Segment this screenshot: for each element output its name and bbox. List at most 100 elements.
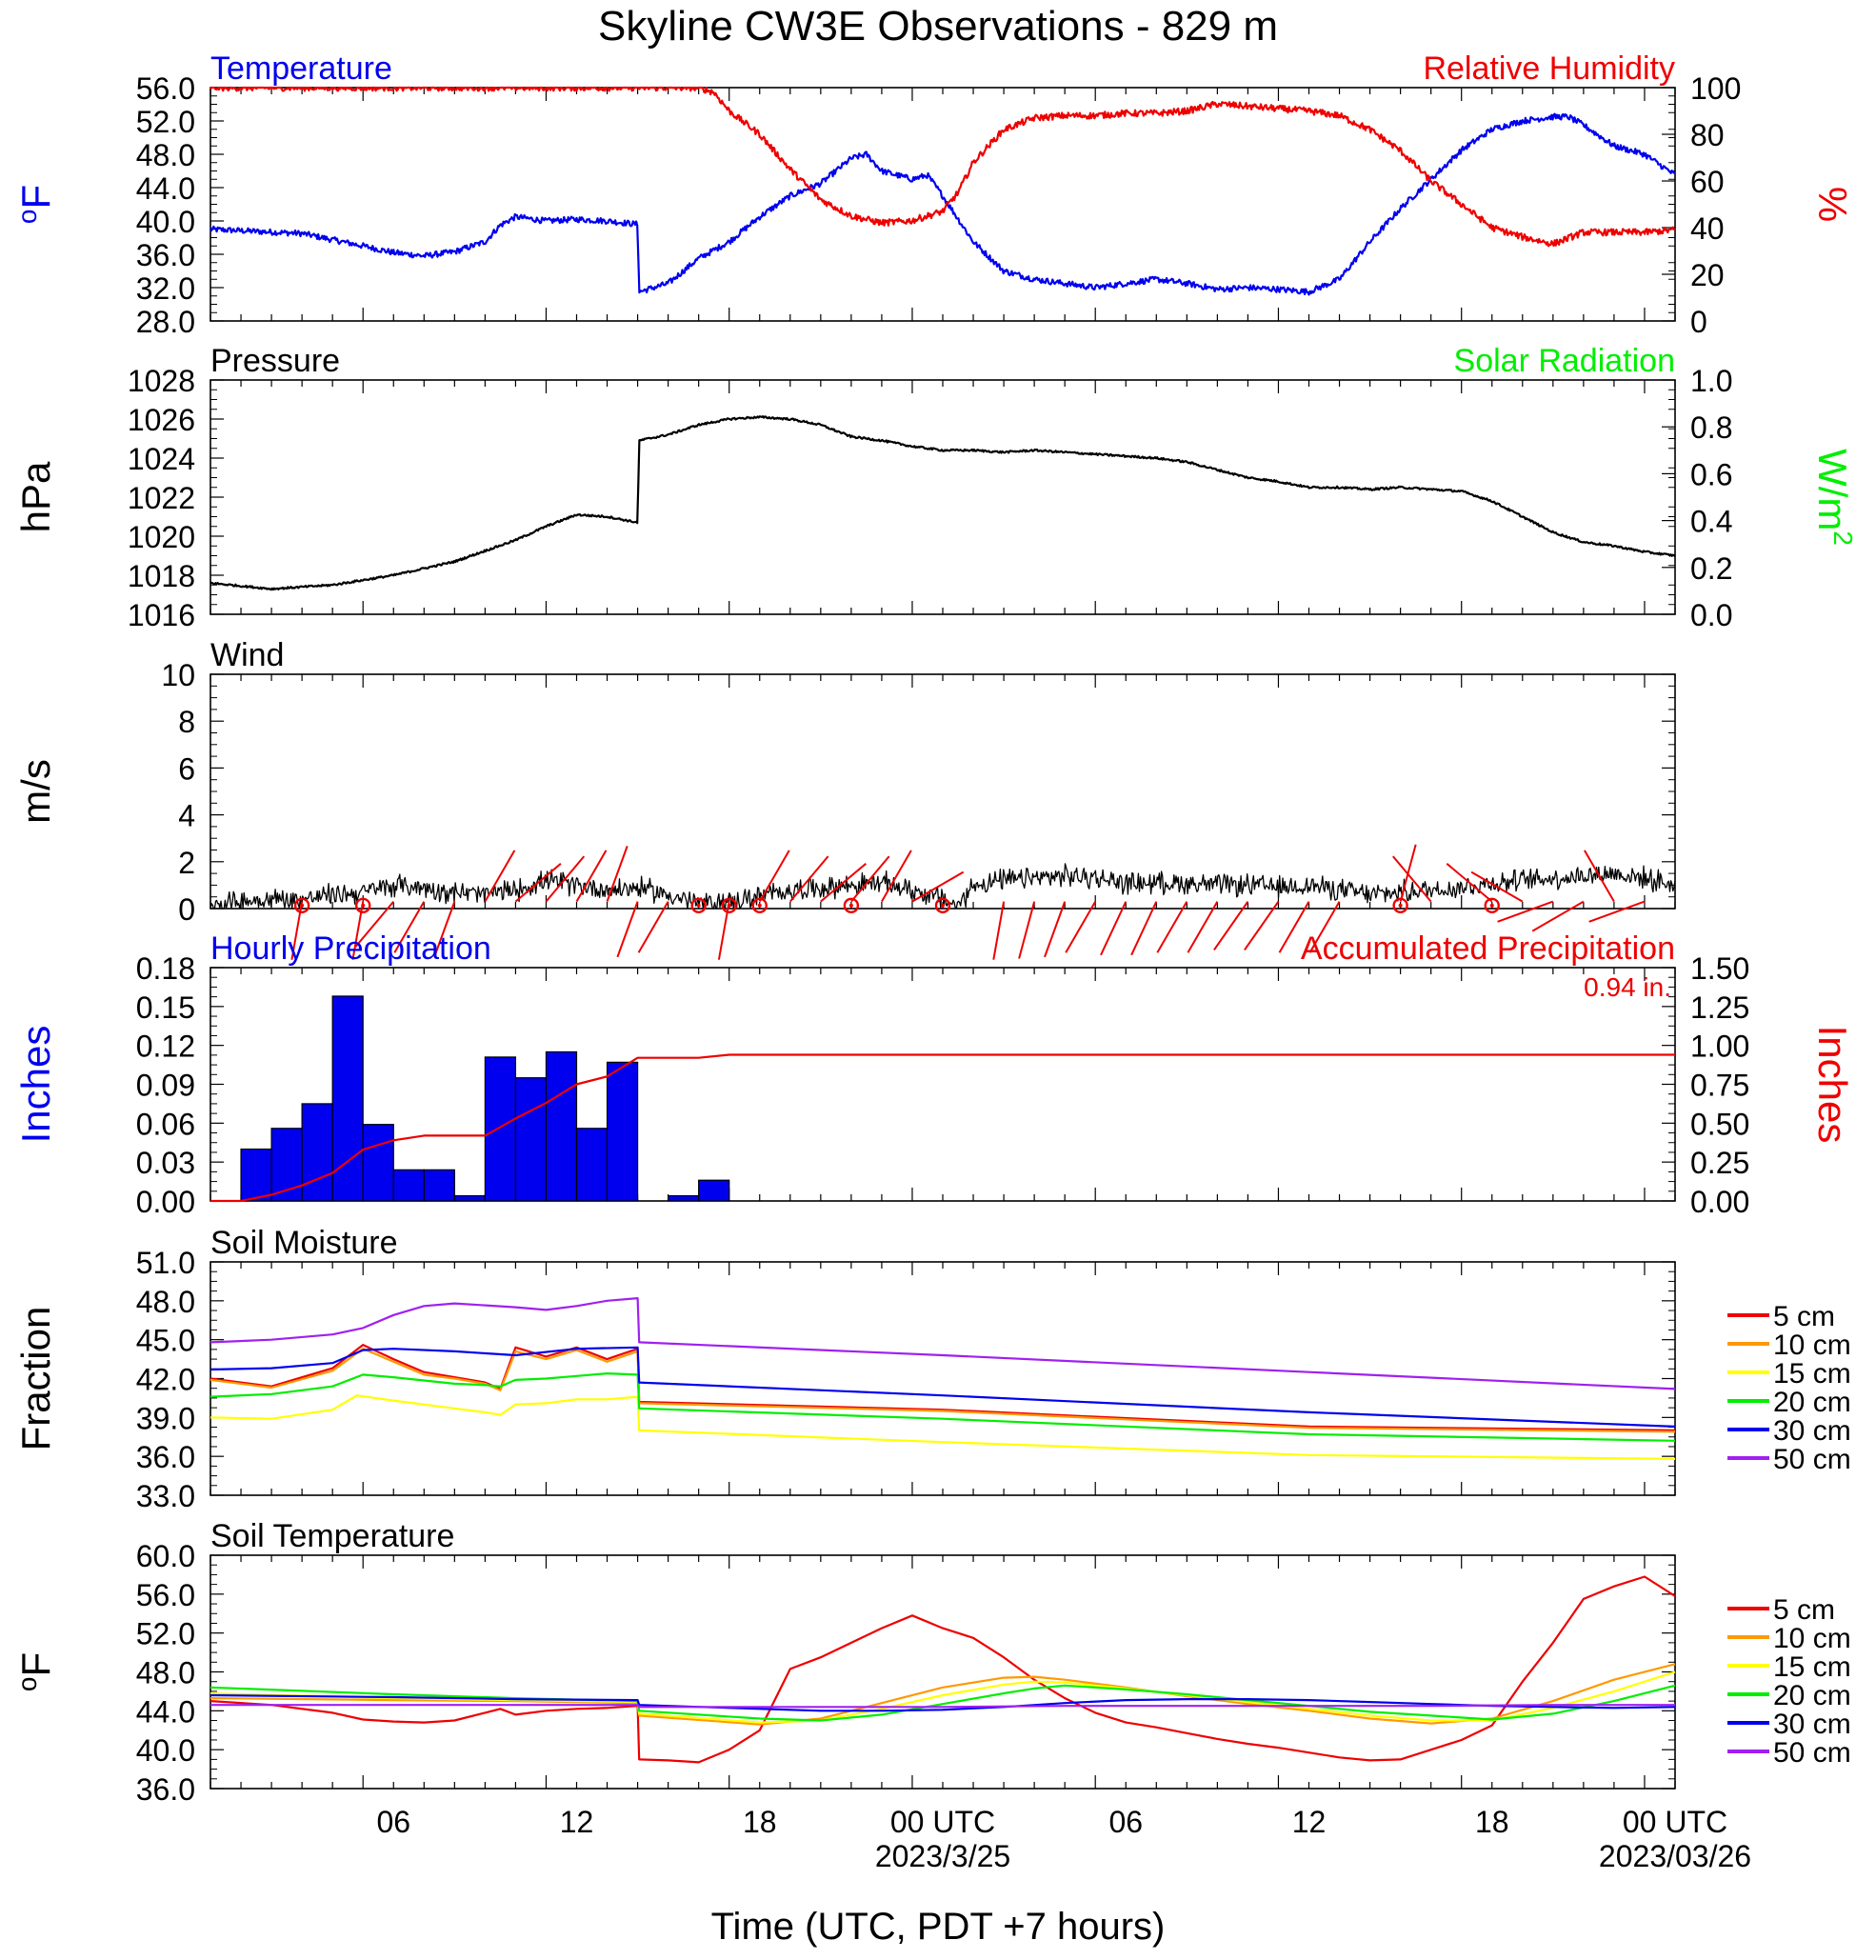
y-axis-title-right: W/m2: [1810, 449, 1858, 546]
panel-frame: [210, 967, 1676, 1202]
legend-label: 5 cm: [1773, 1301, 1835, 1332]
legend-label: 30 cm: [1773, 1415, 1851, 1447]
legend-label: 30 cm: [1773, 1709, 1851, 1740]
series-line-accumulated-precipitation: [210, 1053, 1675, 1203]
panel-wind: 0 2 4 6 8 10 Wind m/s: [13, 637, 1676, 960]
legend-label: 10 cm: [1773, 1330, 1851, 1361]
y-axis-title-left: m/s: [13, 759, 58, 824]
y-tick-label-left: 0.09: [136, 1069, 195, 1103]
y-tick-label-left: 1016: [128, 598, 195, 632]
y-tick-label-left: 48.0: [136, 1656, 195, 1690]
y-tick-label-left: 2: [178, 846, 195, 880]
y-tick-label-left: 36.0: [136, 238, 195, 272]
x-tick-label: 18: [1475, 1805, 1509, 1839]
wind-barb: [1244, 901, 1280, 950]
wind-barb: [606, 846, 629, 902]
calm-wind-marker: [1392, 897, 1408, 913]
panel-pressure-solar: 1016 1018 1020 1022 1024 1026 1028 0.0 0.2 0.4 0.6…: [13, 343, 1858, 632]
series-line-temperature: [210, 112, 1676, 296]
wind-barb: [1531, 900, 1585, 932]
panels-group: 28.032.036.040.044.048.052.056.002040608…: [12, 50, 1858, 1807]
y-tick-label-left: 0.00: [136, 1185, 195, 1219]
y-tick-label-left: 45.0: [136, 1324, 195, 1358]
panel-temperature-rh: 28.032.036.040.044.048.052.056.0 0 20 40 60 8…: [12, 50, 1855, 339]
total-precip-label: 0.94 in.: [1584, 972, 1671, 1002]
y-tick-label-left: 52.0: [136, 1617, 195, 1651]
wind-barb: [789, 855, 829, 903]
wind-barb: [1018, 901, 1036, 959]
y-tick-label-left: 44.0: [136, 171, 195, 206]
wind-barb: [616, 901, 639, 958]
panel-title-left: Wind: [210, 637, 284, 673]
calm-wind-marker: [751, 897, 768, 913]
wind-barb: [354, 900, 395, 948]
y-tick-label-left: 51.0: [136, 1246, 195, 1280]
y-tick-label-right: 0.00: [1690, 1185, 1749, 1219]
y-tick-label-left: 0.12: [136, 1030, 195, 1064]
y-axis-title-right: %: [1810, 187, 1855, 222]
calm-wind-marker-dot: [361, 903, 366, 908]
y-tick-label-right: 0.4: [1690, 505, 1732, 539]
y-tick-label-right: 100: [1690, 71, 1741, 106]
y-tick-label-left: 4: [178, 799, 195, 833]
wind-barb: [1100, 901, 1128, 956]
precip-bar: [301, 1103, 333, 1202]
panel-title-left: Soil Temperature: [210, 1518, 454, 1554]
calm-wind-marker: [721, 897, 737, 913]
legend-label: 20 cm: [1773, 1387, 1851, 1418]
calm-wind-marker: [690, 897, 707, 913]
precip-bar: [362, 1124, 394, 1202]
precip-bar: [270, 1128, 303, 1202]
y-tick-label-left: 1024: [128, 442, 195, 476]
x-tick-label: 00 UTC: [1623, 1805, 1727, 1839]
wind-barb: [637, 901, 669, 953]
y-tick-label-left: 44.0: [136, 1694, 195, 1729]
y-tick-label-left: 0.03: [136, 1146, 195, 1180]
y-tick-label-left: 0.06: [136, 1107, 195, 1141]
y-tick-label-left: 32.0: [136, 271, 195, 306]
wind-barb: [393, 901, 426, 953]
calm-wind-marker-dot: [727, 903, 731, 908]
calm-wind-marker-dot: [941, 903, 945, 908]
wind-barb: [1497, 900, 1554, 923]
x-tick-date-label: 2023/3/25: [875, 1839, 1010, 1873]
calm-wind-marker-dot: [300, 903, 305, 908]
panel-precipitation: 0.00 0.03 0.06 0.09 0.12 0.15 0.18 0.00 0.25 0.50…: [13, 930, 1855, 1219]
y-tick-label-left: 8: [178, 705, 195, 739]
y-tick-label-right: 1.25: [1690, 990, 1749, 1025]
y-tick-label-left: 52.0: [136, 105, 195, 139]
legend-label: 50 cm: [1773, 1737, 1851, 1769]
wind-barb: [1446, 863, 1493, 903]
y-tick-label-left: 39.0: [136, 1401, 195, 1435]
y-axis-title-right: Inches: [1810, 1026, 1855, 1144]
series-line-5-cm: [210, 1575, 1676, 1764]
y-tick-label-right: 0.50: [1690, 1107, 1749, 1141]
panel-title-left: Pressure: [210, 343, 340, 379]
series-line-15-cm: [210, 1394, 1676, 1460]
wind-barb: [881, 850, 912, 903]
wind-barb: [484, 850, 516, 903]
wind-barb: [545, 855, 586, 903]
legend-label: 15 cm: [1773, 1651, 1851, 1683]
calm-wind-marker: [1484, 897, 1500, 913]
panel-frame: [210, 87, 1676, 322]
y-tick-label-left: 28.0: [136, 305, 195, 339]
wind-barb: [1308, 901, 1341, 953]
calm-wind-marker-dot: [696, 903, 701, 908]
y-tick-label-right: 0.75: [1690, 1069, 1749, 1103]
precip-bar: [698, 1179, 730, 1202]
y-tick-label-left: 1028: [128, 364, 195, 398]
calm-wind-marker: [355, 897, 371, 913]
y-tick-label-left: 40.0: [136, 205, 195, 239]
x-tick-label: 18: [743, 1805, 777, 1839]
wind-barb: [1213, 901, 1249, 950]
wind-barb: [1187, 901, 1219, 953]
calm-wind-marker-dot: [757, 903, 762, 908]
y-tick-label-right: 20: [1690, 258, 1725, 292]
y-tick-label-left: 60.0: [136, 1539, 195, 1573]
y-tick-label-left: 1018: [128, 559, 195, 593]
y-tick-label-left: 1022: [128, 481, 195, 515]
y-tick-label-left: 0.18: [136, 951, 195, 986]
x-tick-date-label: 2023/03/26: [1599, 1839, 1751, 1873]
